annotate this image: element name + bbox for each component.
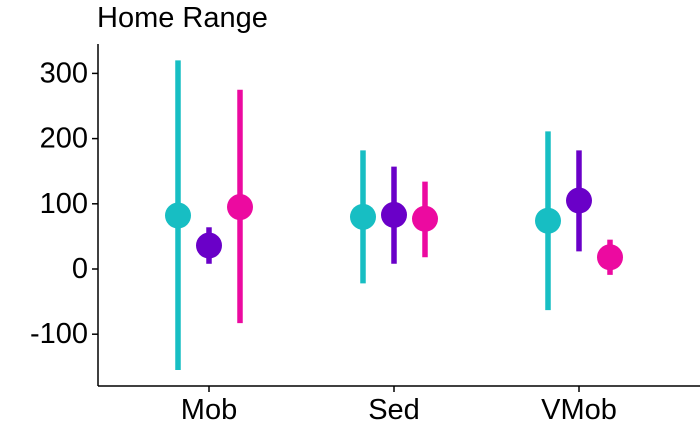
y-tick-label: 200	[40, 123, 88, 155]
x-tick-label: Mob	[181, 394, 237, 426]
x-tick-label: VMob	[541, 394, 617, 426]
series-1	[165, 60, 561, 371]
data-point	[165, 202, 191, 229]
y-tick-label: 0	[72, 253, 88, 285]
data-point	[196, 232, 222, 259]
data-point	[412, 205, 438, 232]
data-marks	[165, 60, 623, 371]
y-tick-label: 300	[40, 57, 88, 89]
series-2	[196, 150, 592, 264]
y-tick-label: 100	[40, 188, 88, 220]
data-point	[535, 207, 561, 234]
y-tick-label: -100	[30, 318, 88, 350]
x-tick-labels: Mob Sed VMob	[181, 394, 617, 426]
data-point	[381, 201, 407, 228]
series-3	[227, 89, 623, 324]
axes	[92, 44, 700, 392]
y-tick-labels: -100 0 100 200 300	[30, 57, 88, 350]
chart-title: Home Range	[97, 2, 268, 34]
data-point	[227, 194, 253, 221]
data-point	[350, 203, 376, 230]
data-point	[597, 244, 623, 271]
data-point	[566, 187, 592, 214]
x-tick-label: Sed	[368, 394, 420, 426]
